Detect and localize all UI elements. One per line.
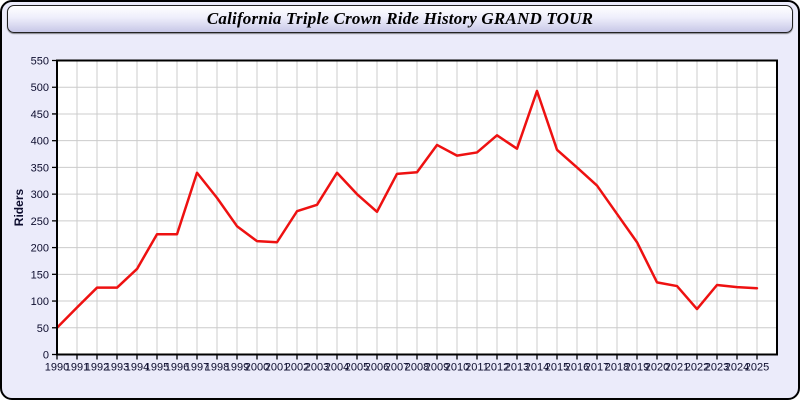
- x-axis-label: 2003: [305, 362, 329, 374]
- x-axis-label: 2000: [245, 362, 269, 374]
- x-axis-label: 1997: [185, 362, 209, 374]
- x-axis-label: 2009: [425, 362, 449, 374]
- y-axis-label: 450: [31, 109, 49, 121]
- y-axis-label: 300: [31, 189, 49, 201]
- x-axis-label: 2008: [405, 362, 429, 374]
- x-axis-label: 2015: [545, 362, 569, 374]
- x-axis-label: 1994: [125, 362, 149, 374]
- chart-title: California Triple Crown Ride History GRA…: [206, 9, 594, 28]
- x-axis-label: 1991: [65, 362, 89, 374]
- x-axis-label: 2017: [585, 362, 609, 374]
- x-axis-label: 2012: [485, 362, 509, 374]
- x-axis-label: 2016: [565, 362, 589, 374]
- x-axis-label: 2006: [365, 362, 389, 374]
- x-axis-label: 2024: [725, 362, 749, 374]
- x-axis-label: 2005: [345, 362, 369, 374]
- y-axis-label: 350: [31, 162, 49, 174]
- y-axis-label: 50: [37, 323, 49, 335]
- x-axis-label: 2004: [325, 362, 349, 374]
- x-axis-label: 2022: [685, 362, 709, 374]
- x-axis-label: 2020: [645, 362, 669, 374]
- x-axis-label: 2002: [285, 362, 309, 374]
- x-axis-label: 2007: [385, 362, 409, 374]
- y-axis-label: 100: [31, 296, 49, 308]
- y-axis-label: 400: [31, 136, 49, 148]
- y-axis-label: 250: [31, 216, 49, 228]
- x-axis-label: 2011: [465, 362, 489, 374]
- y-axis-label: 150: [31, 269, 49, 281]
- x-axis-label: 2021: [665, 362, 689, 374]
- x-axis-label: 1996: [165, 362, 189, 374]
- x-axis-label: 2025: [745, 362, 769, 374]
- chart-title-bar: California Triple Crown Ride History GRA…: [7, 5, 793, 33]
- x-axis-label: 1995: [145, 362, 169, 374]
- ride-history-chart: 1990199119921993199419951996199719981999…: [12, 56, 778, 374]
- y-axis-label: 550: [31, 56, 49, 68]
- x-axis-label: 2013: [505, 362, 529, 374]
- y-axis-label: 0: [43, 350, 49, 362]
- y-axis-title: Riders: [12, 189, 26, 227]
- x-axis-label: 2019: [625, 362, 649, 374]
- x-axis-label: 1992: [85, 362, 109, 374]
- x-axis-label: 2010: [445, 362, 469, 374]
- x-axis-label: 1993: [105, 362, 129, 374]
- x-axis-label: 2001: [265, 362, 289, 374]
- series-line: [55, 89, 759, 330]
- x-axis-label: 2023: [705, 362, 729, 374]
- x-axis-label: 1998: [205, 362, 229, 374]
- x-axis-label: 1999: [225, 362, 249, 374]
- x-axis-label: 1990: [45, 362, 69, 374]
- y-axis-label: 500: [31, 82, 49, 94]
- x-axis-label: 2018: [605, 362, 629, 374]
- x-axis-label: 2014: [525, 362, 549, 374]
- y-axis-label: 200: [31, 243, 49, 255]
